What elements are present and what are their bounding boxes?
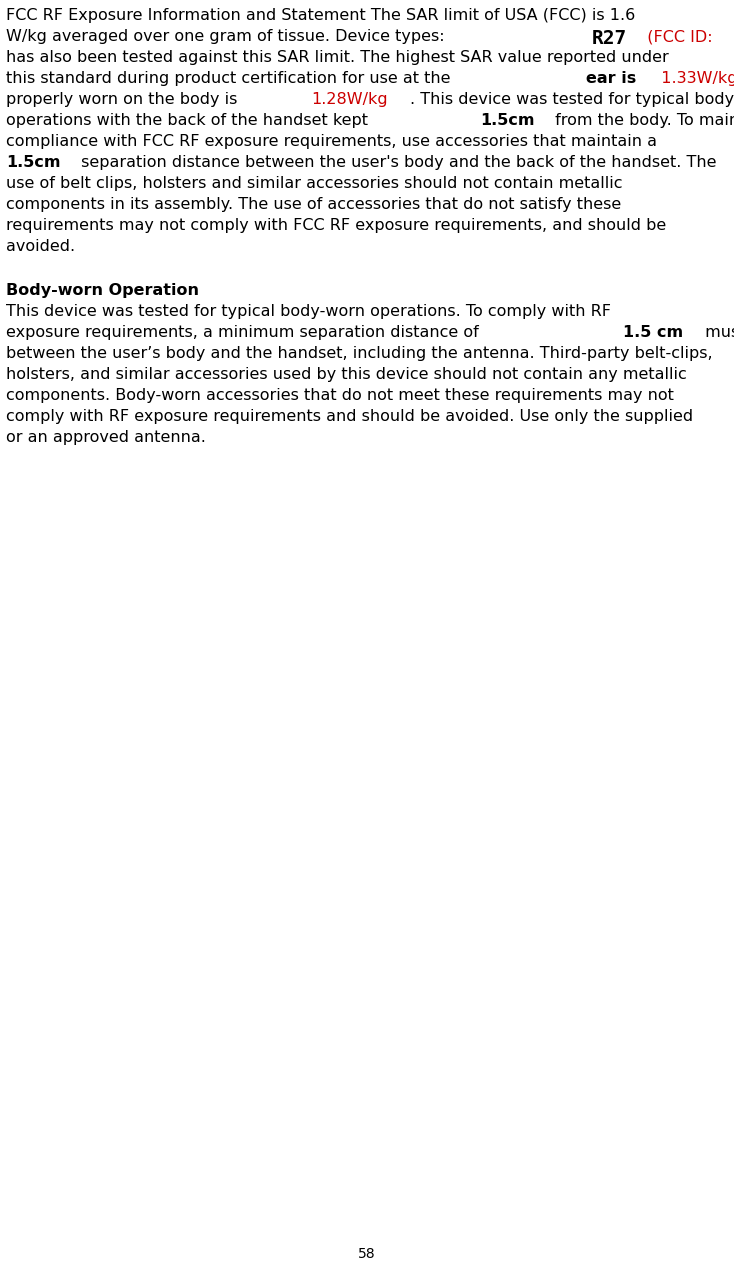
Text: compliance with FCC RF exposure requirements, use accessories that maintain a: compliance with FCC RF exposure requirem… bbox=[6, 134, 657, 149]
Text: requirements may not comply with FCC RF exposure requirements, and should be: requirements may not comply with FCC RF … bbox=[6, 218, 666, 233]
Text: 1.5cm: 1.5cm bbox=[480, 113, 534, 128]
Text: 58: 58 bbox=[358, 1247, 376, 1261]
Text: separation distance between the user's body and the back of the handset. The: separation distance between the user's b… bbox=[76, 156, 717, 170]
Text: between the user’s body and the handset, including the antenna. Third-party belt: between the user’s body and the handset,… bbox=[6, 347, 713, 361]
Text: 1.5 cm: 1.5 cm bbox=[622, 325, 683, 340]
Text: 1.33W/kg: 1.33W/kg bbox=[651, 71, 734, 86]
Text: from the body. To maintain: from the body. To maintain bbox=[550, 113, 734, 128]
Text: exposure requirements, a minimum separation distance of: exposure requirements, a minimum separat… bbox=[6, 325, 484, 340]
Text: Body-worn Operation: Body-worn Operation bbox=[6, 283, 199, 299]
Text: has also been tested against this SAR limit. The highest SAR value reported unde: has also been tested against this SAR li… bbox=[6, 51, 669, 65]
Text: comply with RF exposure requirements and should be avoided. Use only the supplie: comply with RF exposure requirements and… bbox=[6, 409, 693, 424]
Text: 1.5cm: 1.5cm bbox=[6, 156, 60, 170]
Text: components in its assembly. The use of accessories that do not satisfy these: components in its assembly. The use of a… bbox=[6, 197, 621, 213]
Text: use of belt clips, holsters and similar accessories should not contain metallic: use of belt clips, holsters and similar … bbox=[6, 176, 622, 191]
Text: . This device was tested for typical body-worn: . This device was tested for typical bod… bbox=[410, 92, 734, 108]
Text: operations with the back of the handset kept: operations with the back of the handset … bbox=[6, 113, 373, 128]
Text: W/kg averaged over one gram of tissue. Device types:: W/kg averaged over one gram of tissue. D… bbox=[6, 29, 460, 44]
Text: (FCC ID:: (FCC ID: bbox=[637, 29, 723, 44]
Text: ear is: ear is bbox=[586, 71, 636, 86]
Text: must be maintained: must be maintained bbox=[700, 325, 734, 340]
Text: avoided.: avoided. bbox=[6, 239, 75, 254]
Text: R27: R27 bbox=[592, 29, 627, 48]
Text: or an approved antenna.: or an approved antenna. bbox=[6, 430, 206, 445]
Text: FCC RF Exposure Information and Statement The SAR limit of USA (FCC) is 1.6: FCC RF Exposure Information and Statemen… bbox=[6, 8, 635, 23]
Text: this standard during product certification for use at the: this standard during product certificati… bbox=[6, 71, 456, 86]
Text: 1.28W/kg: 1.28W/kg bbox=[311, 92, 388, 108]
Text: holsters, and similar accessories used by this device should not contain any met: holsters, and similar accessories used b… bbox=[6, 367, 687, 382]
Text: components. Body-worn accessories that do not meet these requirements may not: components. Body-worn accessories that d… bbox=[6, 388, 674, 404]
Text: This device was tested for typical body-worn operations. To comply with RF: This device was tested for typical body-… bbox=[6, 304, 611, 319]
Text: properly worn on the body is: properly worn on the body is bbox=[6, 92, 242, 108]
